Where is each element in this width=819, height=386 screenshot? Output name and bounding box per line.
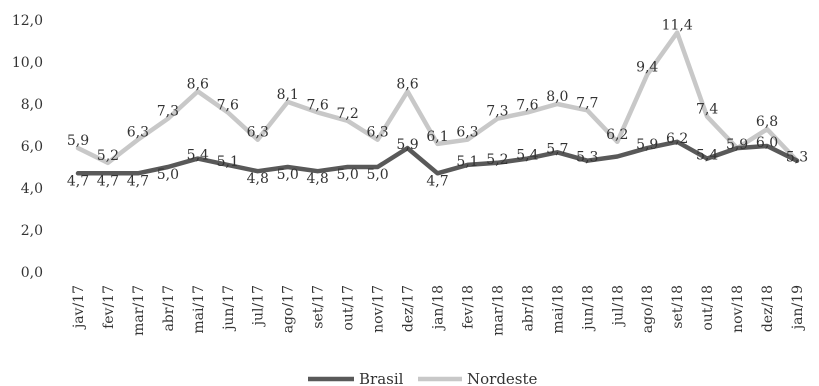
data-label-brasil: 4,7 <box>97 173 119 189</box>
x-tick-label: mai/17 <box>191 285 207 334</box>
data-label-nordeste: 6,2 <box>606 127 628 143</box>
data-label-brasil: 5,4 <box>187 148 209 164</box>
x-tick-label: ago/17 <box>281 285 297 333</box>
data-label-brasil: 6,0 <box>756 135 778 151</box>
data-label-nordeste: 7,6 <box>217 97 239 113</box>
y-tick-label: 12,0 <box>12 13 43 29</box>
data-label-brasil: 5,4 <box>516 148 538 164</box>
data-label-nordeste: 7,3 <box>157 104 179 120</box>
data-label-nordeste: 7,6 <box>516 97 538 113</box>
y-tick-label: 2,0 <box>21 223 43 239</box>
data-label-nordeste: 7,4 <box>696 102 718 118</box>
legend-label-brasil: Brasil <box>359 370 404 386</box>
x-tick-label: jav/17 <box>71 285 87 330</box>
x-tick-label: abr/18 <box>520 285 536 332</box>
x-tick-label: mar/18 <box>490 285 506 336</box>
data-label-nordeste: 7,2 <box>336 106 358 122</box>
x-tick-label: mai/18 <box>550 285 566 334</box>
data-label-brasil: 5,3 <box>786 150 808 166</box>
series-line-nordeste <box>75 30 800 166</box>
x-tick-label: ago/18 <box>640 285 656 333</box>
legend-label-nordeste: Nordeste <box>467 370 538 386</box>
data-label-nordeste: 8,0 <box>546 89 568 105</box>
x-tick-label: set/17 <box>311 285 327 329</box>
x-tick-label: jan/19 <box>790 285 806 331</box>
data-label-brasil: 5,1 <box>217 154 239 170</box>
data-label-brasil: 5,0 <box>336 167 358 183</box>
x-tick-label: nov/17 <box>371 285 387 333</box>
data-label-brasil: 5,0 <box>366 167 388 183</box>
data-label-nordeste: 6,8 <box>756 114 778 130</box>
data-label-nordeste: 5,2 <box>97 148 119 164</box>
data-label-brasil: 5,1 <box>456 154 478 170</box>
x-axis: jav/17 fev/17 mar/17 abr/17 mai/17 jun/17 jul/… <box>71 285 806 336</box>
x-tick-label: abr/17 <box>161 285 177 332</box>
data-label-brasil: 6,2 <box>666 131 688 147</box>
data-label-brasil: 5,9 <box>726 137 748 153</box>
y-tick-label: 10,0 <box>12 55 43 71</box>
legend: Brasil Nordeste <box>308 370 538 386</box>
x-tick-label: jun/18 <box>580 285 596 332</box>
data-label-brasil: 5,0 <box>157 167 179 183</box>
data-label-nordeste: 7,3 <box>486 104 508 120</box>
data-label-brasil: 5,7 <box>546 141 568 157</box>
x-tick-label: set/18 <box>670 285 686 329</box>
data-label-brasil: 4,7 <box>67 173 89 189</box>
data-label-nordeste: 6,3 <box>247 125 269 141</box>
data-label-brasil: 5,9 <box>636 137 658 153</box>
y-axis: 0,0 2,0 4,0 6,0 8,0 10,0 12,0 <box>12 13 43 281</box>
x-tick-label: fev/17 <box>101 285 117 329</box>
data-label-nordeste: 8,6 <box>187 76 209 92</box>
data-label-nordeste: 7,7 <box>576 95 598 111</box>
data-label-nordeste: 5,9 <box>67 133 89 149</box>
series-line-brasil <box>75 139 800 176</box>
data-label-nordeste: 8,6 <box>396 76 418 92</box>
series-lines <box>75 30 800 176</box>
data-label-nordeste: 6,3 <box>366 125 388 141</box>
data-label-brasil: 5,2 <box>486 152 508 168</box>
x-tick-label: jan/18 <box>431 285 447 331</box>
data-label-nordeste: 11,4 <box>662 18 693 34</box>
data-label-nordeste: 6,3 <box>127 125 149 141</box>
data-label-brasil: 5,3 <box>576 150 598 166</box>
data-label-nordeste: 6,1 <box>426 129 448 145</box>
y-tick-label: 6,0 <box>21 139 43 155</box>
x-tick-label: out/18 <box>700 285 716 331</box>
data-label-nordeste: 6,3 <box>456 125 478 141</box>
x-tick-label: jul/18 <box>610 285 626 327</box>
x-tick-label: jun/17 <box>221 285 237 332</box>
x-tick-label: nov/18 <box>730 285 746 333</box>
data-label-brasil: 5,0 <box>277 167 299 183</box>
data-label-brasil: 4,7 <box>127 173 149 189</box>
x-tick-label: jul/17 <box>251 285 267 327</box>
data-label-brasil: 5,9 <box>396 137 418 153</box>
y-tick-label: 4,0 <box>21 181 43 197</box>
data-label-brasil: 4,8 <box>307 171 329 187</box>
x-tick-label: out/17 <box>341 285 357 331</box>
data-labels: 4,7 4,7 4,7 5,0 5,4 5,1 4,8 5,0 4,8 5,0 5,0 5,9 4,7 5… <box>67 18 808 190</box>
x-tick-label: fev/18 <box>460 285 476 329</box>
data-label-nordeste: 8,1 <box>277 87 299 103</box>
y-tick-label: 8,0 <box>21 97 43 113</box>
x-tick-label: dez/17 <box>401 285 417 332</box>
data-label-brasil: 5,4 <box>696 148 718 164</box>
data-label-nordeste: 9,4 <box>636 60 658 76</box>
data-label-nordeste: 7,6 <box>307 97 329 113</box>
x-tick-label: mar/17 <box>131 285 147 336</box>
y-tick-label: 0,0 <box>21 265 43 281</box>
data-label-brasil: 4,8 <box>247 171 269 187</box>
data-label-brasil: 4,7 <box>426 173 448 189</box>
x-tick-label: dez/18 <box>760 285 776 332</box>
